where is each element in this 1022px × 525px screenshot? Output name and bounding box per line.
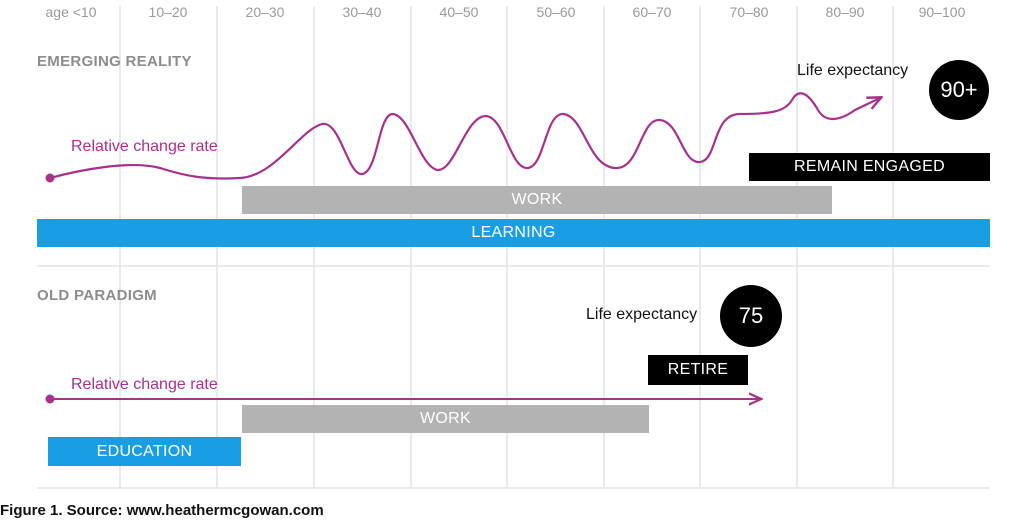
age-label: 90–100 xyxy=(918,4,966,20)
retire-bar: RETIRE xyxy=(648,355,748,385)
age-label: 30–40 xyxy=(342,4,382,20)
emerging-change-rate-curve xyxy=(49,92,880,180)
remain-engaged-bar: REMAIN ENGAGED xyxy=(749,153,990,181)
old-life-expectancy-label: Life expectancy xyxy=(586,306,698,323)
age-label: 70–80 xyxy=(729,4,769,20)
figure-caption: Figure 1. Source: www.heathermcgowan.com xyxy=(0,502,324,519)
emerging-curve-label: Relative change rate xyxy=(71,138,218,155)
emerging-reality-title: EMERGING REALITY xyxy=(37,53,192,70)
grid-lines xyxy=(119,6,894,488)
emerging-work-bar: WORK xyxy=(242,186,832,214)
age-label: age <10 xyxy=(45,4,97,20)
age-label: 40–50 xyxy=(439,4,479,20)
old-curve-label: Relative change rate xyxy=(71,376,218,393)
old-work-bar: WORK xyxy=(242,405,649,433)
emerging-life-expectancy-badge: 90+ xyxy=(929,60,989,120)
age-label: 20–30 xyxy=(245,4,285,20)
education-bar: EDUCATION xyxy=(48,437,241,466)
old-paradigm-title: OLD PARADIGM xyxy=(37,287,157,304)
age-label: 50–60 xyxy=(536,4,576,20)
emerging-change-rate-start-dot xyxy=(45,173,55,183)
age-label: 10–20 xyxy=(148,4,188,20)
old-change-rate-start-dot xyxy=(45,394,55,404)
age-label: 80–90 xyxy=(825,4,865,20)
old-life-expectancy-badge: 75 xyxy=(720,285,782,347)
age-label: 60–70 xyxy=(632,4,672,20)
emerging-life-expectancy-label: Life expectancy xyxy=(797,62,909,79)
learning-bar: LEARNING xyxy=(37,219,990,247)
